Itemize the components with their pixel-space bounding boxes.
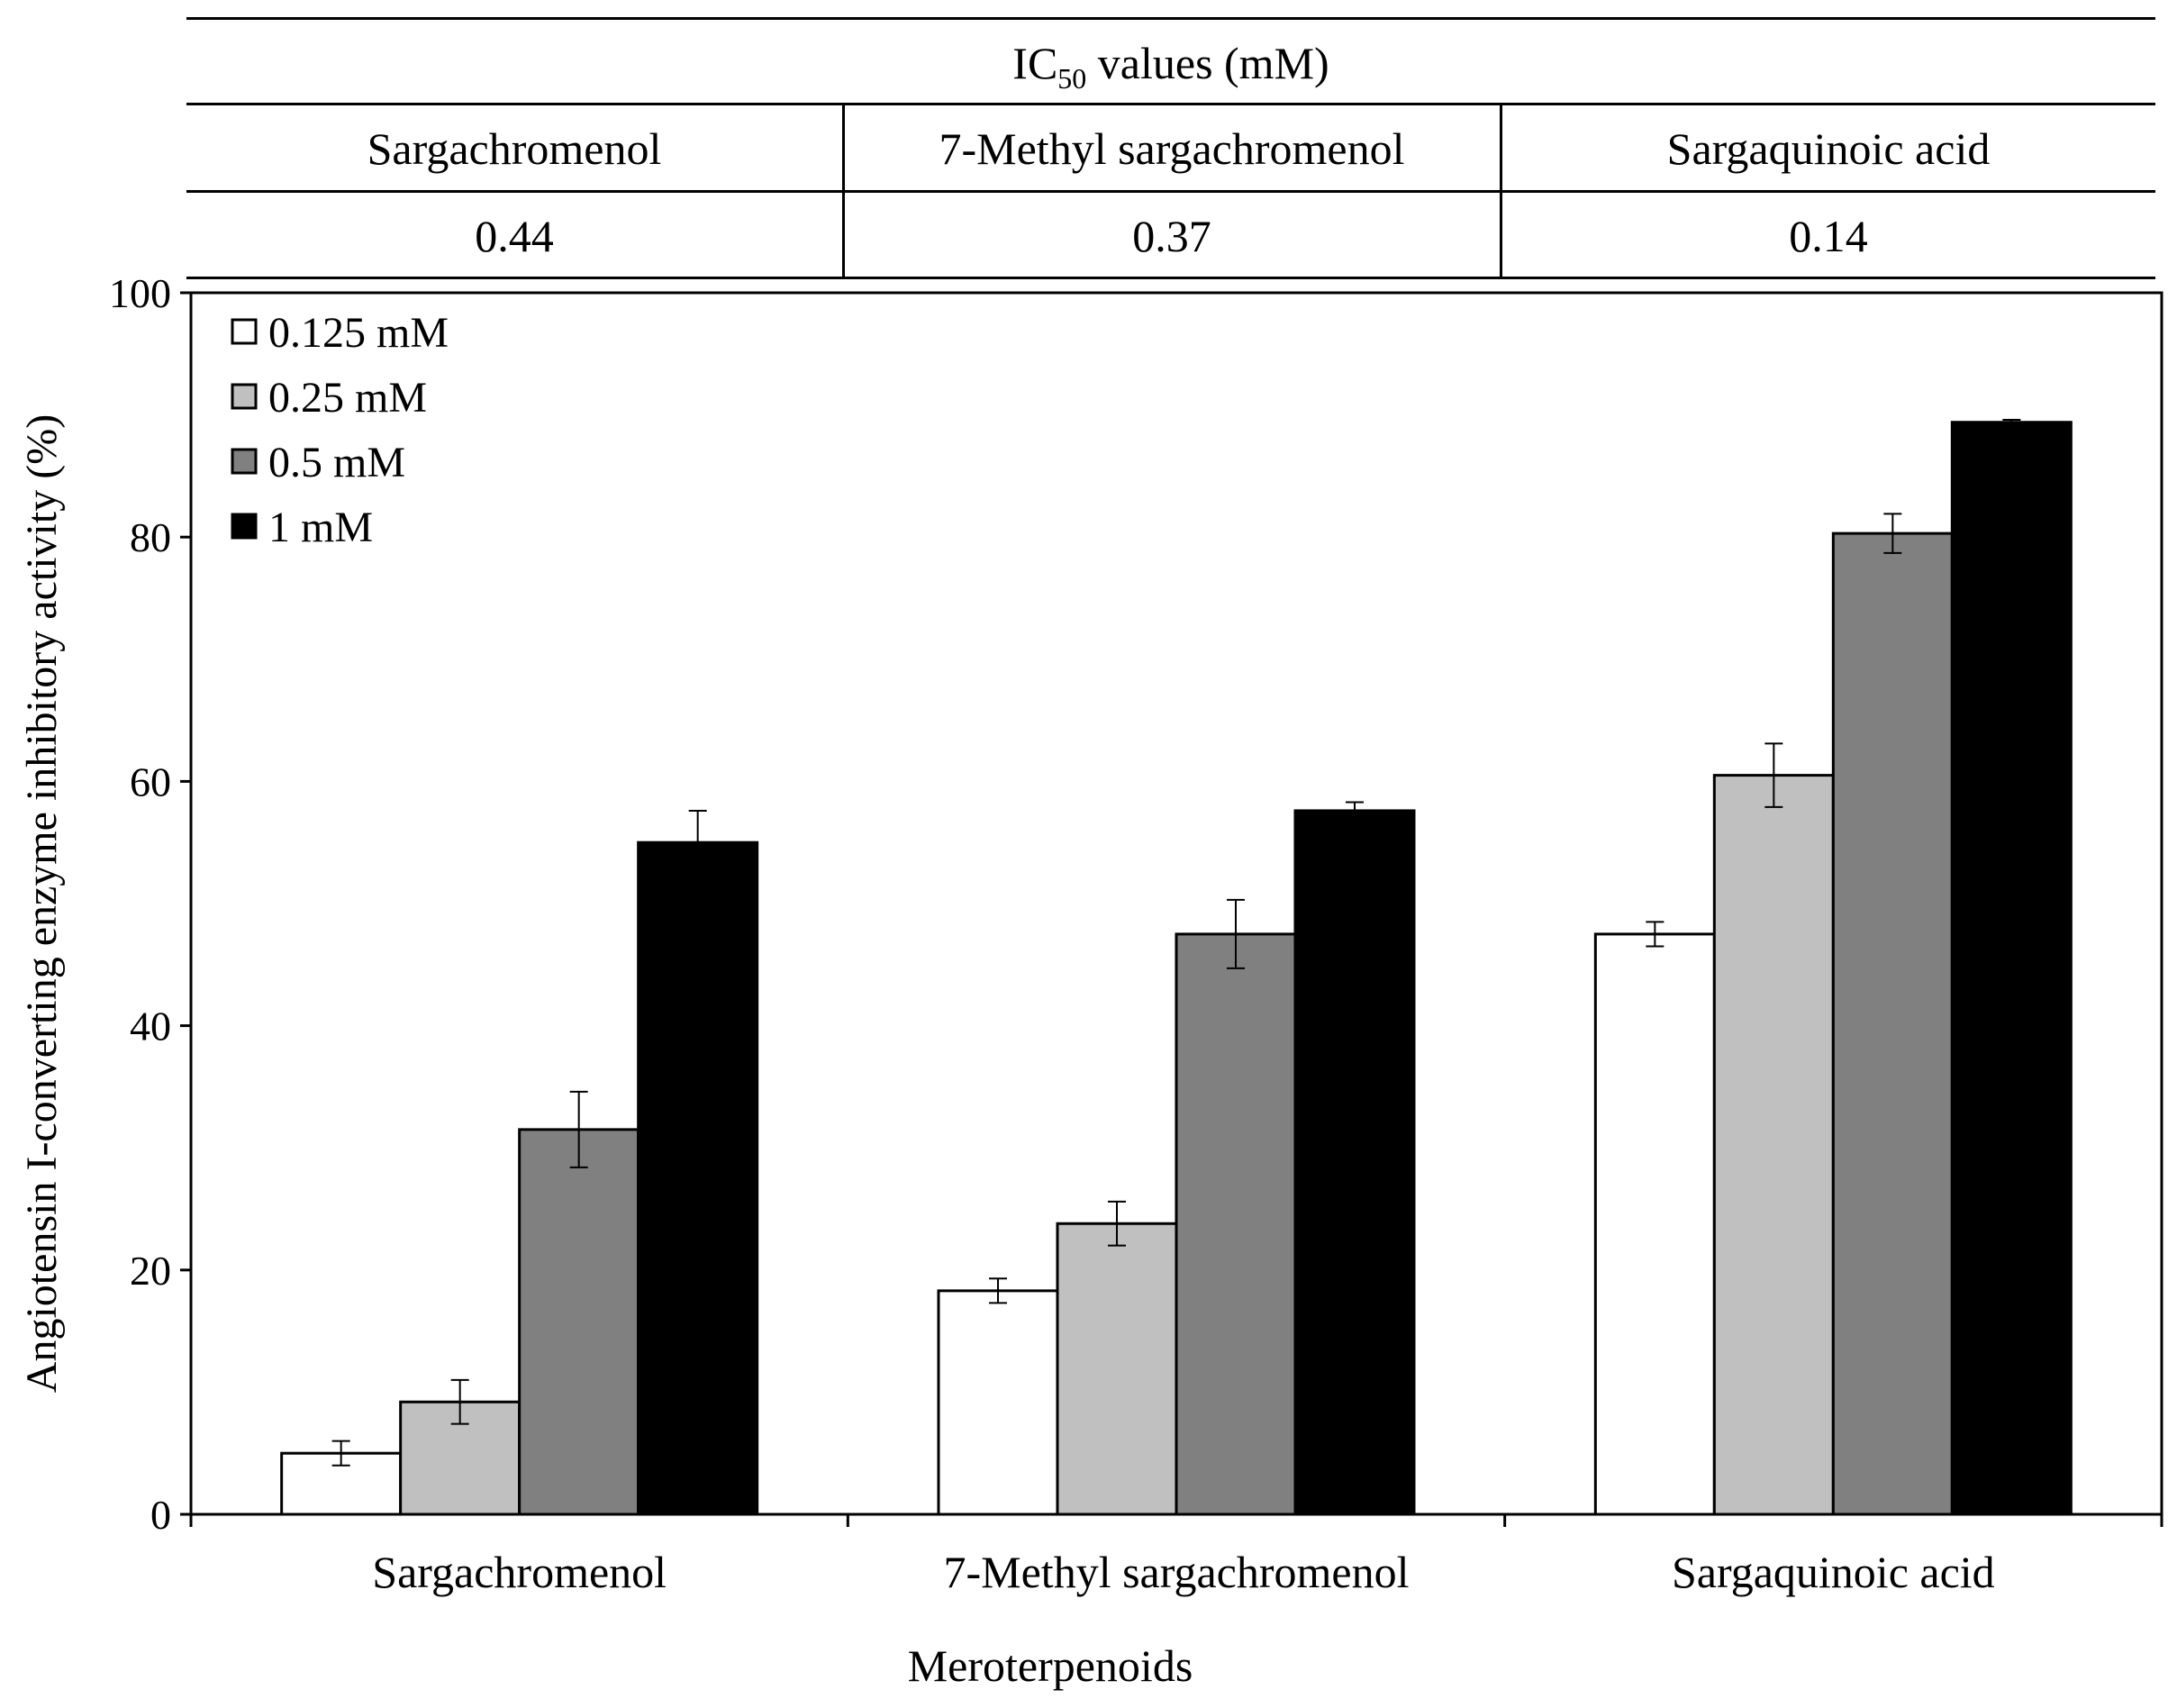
y-axis: 0 20 40 60 80 100	[109, 270, 191, 1538]
table-compound-header: 7-Methyl sargachromenol	[939, 123, 1405, 174]
bar	[1593, 932, 1716, 1516]
table-ic50-value: 0.14	[1789, 211, 1868, 261]
table-middle-rule	[186, 190, 2155, 193]
y-tick-label: 60	[130, 759, 171, 804]
bar	[1712, 774, 1835, 1516]
table-top-rule	[186, 17, 2155, 20]
table-ic50-value: 0.37	[1132, 211, 1211, 261]
table-ic50-value: 0.44	[475, 211, 554, 261]
bar	[637, 840, 759, 1516]
x-axis-label: Meroterpenoids	[908, 1640, 1193, 1691]
legend-swatch	[231, 448, 258, 475]
bar	[1175, 932, 1297, 1516]
bar	[1950, 421, 2073, 1516]
bar	[1293, 809, 1416, 1516]
y-tick-label: 100	[109, 270, 171, 316]
bar	[280, 1451, 403, 1516]
x-axis: Sargachromenol 7-Methyl sargachromenol Sar…	[189, 1514, 2163, 1597]
bar	[1831, 531, 1954, 1516]
legend-label: 0.5 mM	[268, 439, 405, 486]
table-bottom-rule	[186, 277, 2155, 279]
y-tick-label: 0	[150, 1492, 171, 1538]
ic50-table-title: IC50 values (mM)	[1012, 38, 1329, 95]
y-axis-label: Angiotensin I-converting enzyme inhibito…	[18, 414, 66, 1393]
legend: 0.125 mM 0.25 mM 0.5 mM 1 mM	[231, 309, 449, 551]
bar	[937, 1289, 1059, 1516]
table-compound-header: Sargaquinoic acid	[1666, 123, 1991, 174]
bar	[1056, 1222, 1178, 1516]
table-header-rule	[186, 103, 2155, 105]
bar	[518, 1128, 640, 1516]
table-compound-header: Sargachromenol	[367, 123, 662, 174]
y-tick-label: 20	[130, 1248, 171, 1294]
x-tick-label: 7-Methyl sargachromenol	[944, 1547, 1410, 1597]
legend-swatch	[231, 318, 258, 345]
bar-series-group	[280, 419, 2073, 1516]
y-tick-label: 40	[130, 1004, 171, 1049]
legend-swatch	[231, 383, 258, 410]
legend-label: 1 mM	[268, 504, 373, 551]
y-tick-label: 80	[130, 514, 171, 560]
x-tick-label: Sargaquinoic acid	[1672, 1547, 1995, 1597]
legend-label: 0.25 mM	[268, 374, 427, 422]
x-tick-label: Sargachromenol	[372, 1547, 667, 1597]
legend-label: 0.125 mM	[268, 309, 449, 357]
legend-swatch	[231, 513, 258, 540]
